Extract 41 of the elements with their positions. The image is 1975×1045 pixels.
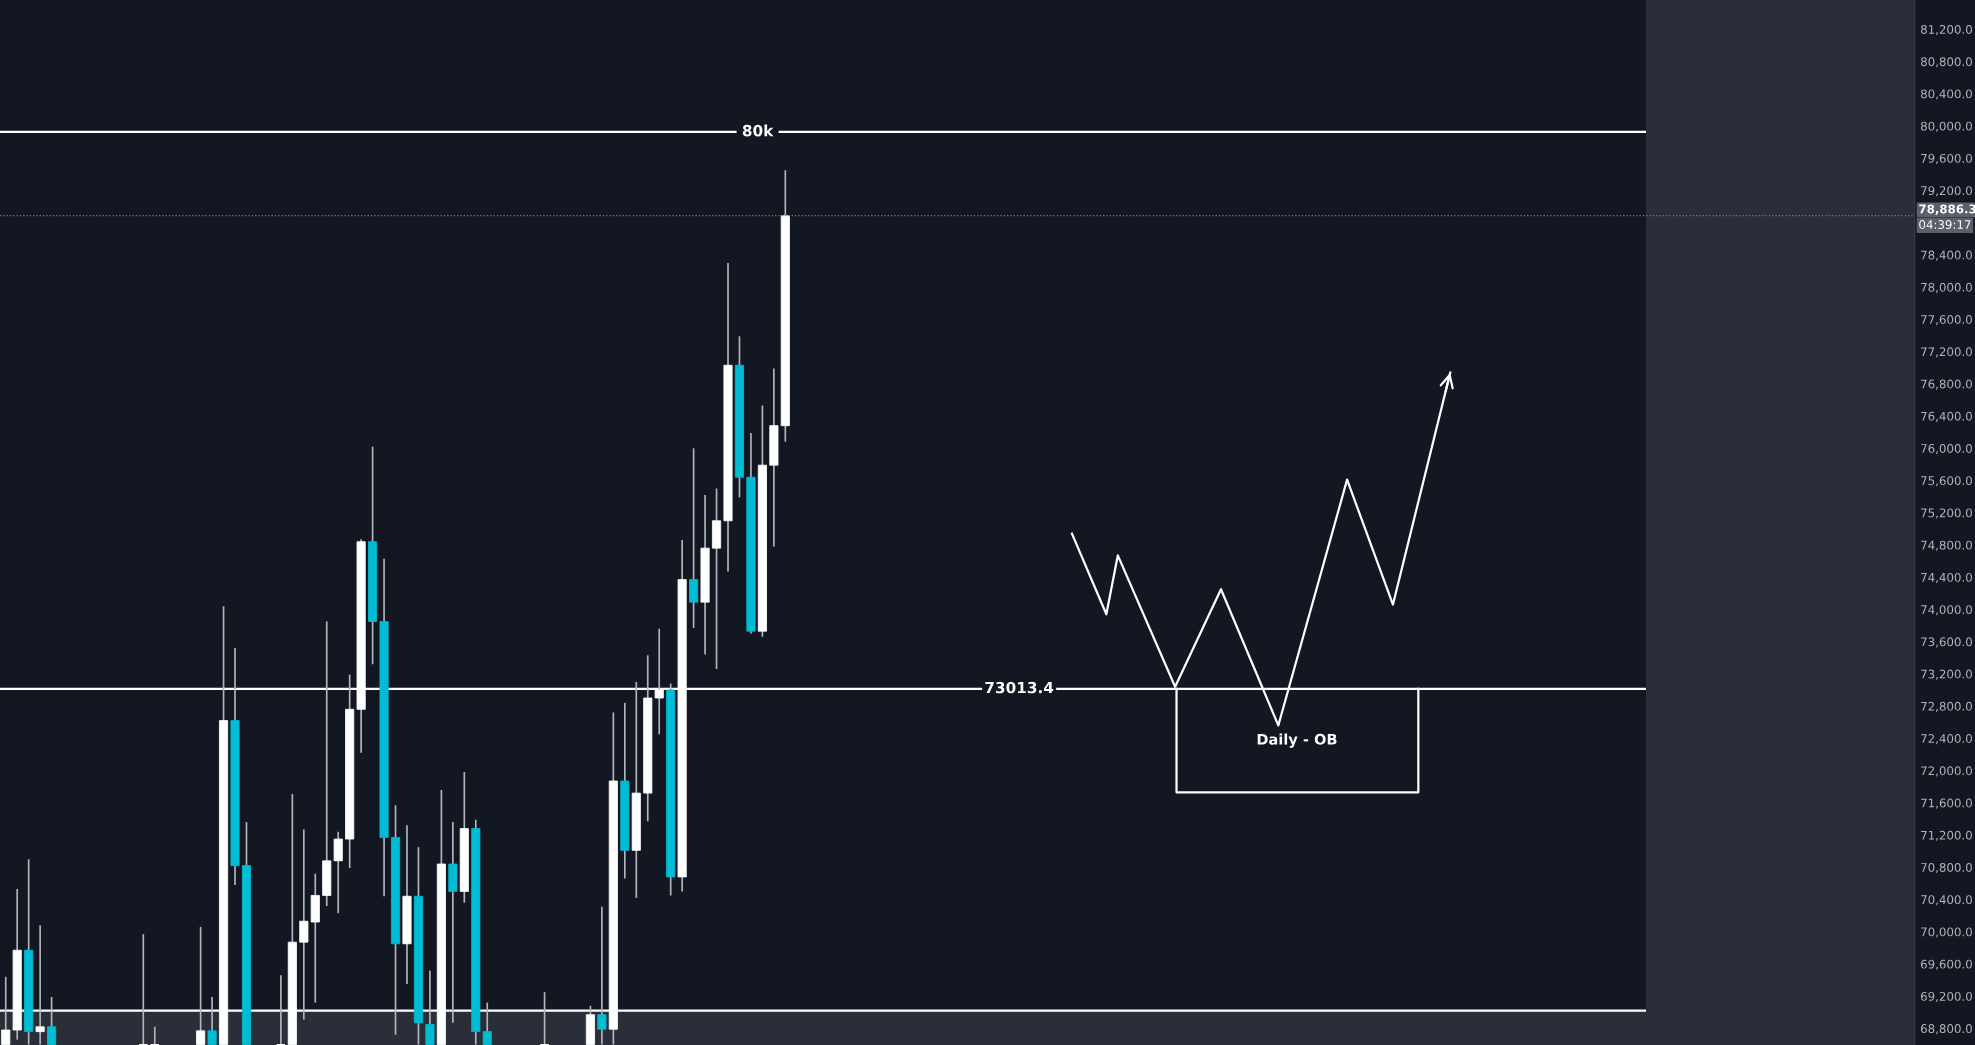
y-tick-label: 79,200.0 [1921, 186, 1972, 197]
y-tick-label: 73,600.0 [1921, 637, 1972, 648]
y-tick-label: 70,400.0 [1921, 895, 1972, 906]
candlestick [207, 996, 217, 1045]
annotation: Daily - OB [1257, 733, 1337, 748]
y-tick-label: 79,600.0 [1921, 153, 1972, 165]
y-tick-label: 81,200.0 [1920, 24, 1972, 36]
y-tick-label: 75,600.0 [1921, 476, 1972, 487]
candlestick [689, 447, 699, 629]
y-tick-label: 78,400.0 [1921, 250, 1972, 261]
y-tick-label: 78,000.0 [1921, 282, 1972, 293]
ref-line-label: 80k [742, 124, 774, 137]
y-tick-label: 80,400.0 [1920, 89, 1972, 100]
y-tick-label: 74,400.0 [1921, 572, 1972, 584]
y-tick-label: 80,000.0 [1920, 121, 1972, 132]
y-tick-label: 70,000.0 [1921, 927, 1972, 938]
y-tick-label: 73,200.0 [1921, 669, 1972, 680]
y-tick-label: 70,800.0 [1921, 862, 1972, 874]
y-tick-label: 77,600.0 [1921, 315, 1972, 326]
candlestick [425, 969, 435, 1045]
candlestick [597, 905, 607, 1045]
y-tick-label: 72,400.0 [1921, 734, 1972, 745]
candlestick [47, 996, 57, 1045]
y-tick-label: 74,800.0 [1921, 540, 1972, 551]
text: 04:39:17 [1919, 220, 1971, 229]
y-tick-label: 69,200.0 [1920, 991, 1972, 1003]
ref-line-label: 78,886.3 [1919, 204, 1975, 215]
y-tick-label: 72,000.0 [1921, 766, 1972, 777]
y-tick-label: 71,200.0 [1921, 830, 1972, 841]
ref-line-label: 73013.4 [985, 681, 1054, 694]
y-tick-label: 76,000.0 [1921, 443, 1972, 455]
y-tick-label: 69,600.0 [1920, 959, 1972, 970]
y-tick-label: 71,600.0 [1921, 798, 1972, 809]
y-tick-label: 77,200.0 [1921, 347, 1972, 358]
y-tick-label: 72,800.0 [1921, 701, 1972, 712]
y-tick-label: 68,800.0 [1920, 1024, 1972, 1035]
y-tick-label: 80,800.0 [1920, 57, 1972, 68]
y-tick-label: 76,800.0 [1921, 379, 1972, 390]
y-tick-label: 76,400.0 [1921, 411, 1972, 422]
y-tick-label: 74,000.0 [1921, 605, 1972, 616]
y-tick-label: 75,200.0 [1921, 508, 1972, 519]
